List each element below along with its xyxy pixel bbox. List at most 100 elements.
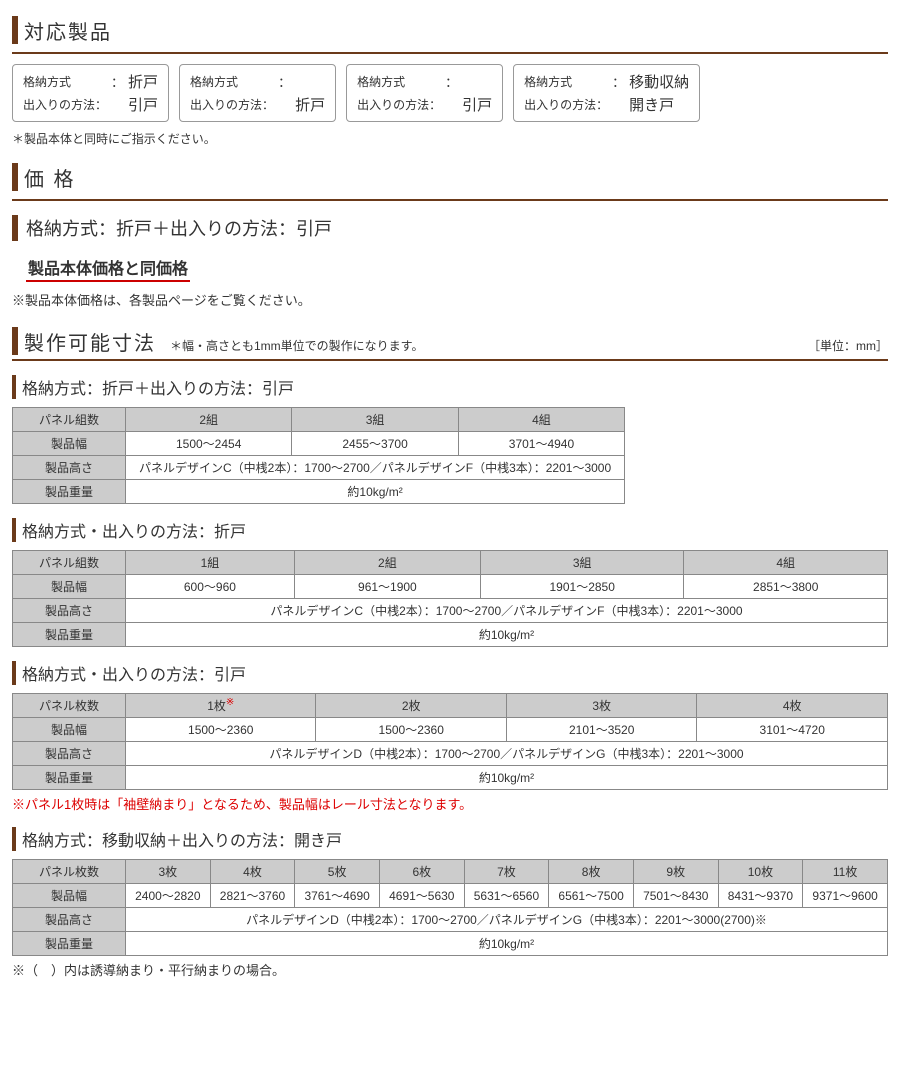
cell: 3701～4940	[458, 432, 624, 456]
table-row: 製品幅 1500～2454 2455～3700 3701～4940	[13, 432, 625, 456]
spec-value: 移動収納	[629, 71, 689, 92]
table-row: 製品重量 約10kg/m²	[13, 766, 888, 790]
col-header: 10枚	[718, 860, 803, 884]
row-header: 製品幅	[13, 718, 126, 742]
col-header: 3枚	[126, 860, 211, 884]
row-header: 製品幅	[13, 432, 126, 456]
dimensions-table-4: パネル枚数 3枚 4枚 5枚 6枚 7枚 8枚 9枚 10枚 11枚 製品幅 2…	[12, 859, 888, 956]
col-header: 2組	[126, 408, 292, 432]
cell: 1500～2360	[316, 718, 506, 742]
section-heading-products: 対応製品	[12, 16, 888, 44]
col-header: 2組	[294, 551, 480, 575]
col-header: 11枚	[803, 860, 888, 884]
heading-rule	[12, 52, 888, 54]
cell-merged: パネルデザインC（中桟2本）：1700～2700／パネルデザインF（中桟3本）：…	[126, 456, 625, 480]
heading-text: 価 格	[24, 163, 76, 192]
spec-label: 出入りの方法：	[357, 96, 441, 113]
cell: 3101～4720	[697, 718, 888, 742]
dimensions-table-1: パネル組数 2組 3組 4組 製品幅 1500～2454 2455～3700 3…	[12, 407, 625, 504]
table-row: 製品幅 2400～2820 2821～3760 3761～4690 4691～5…	[13, 884, 888, 908]
col-header: 4組	[458, 408, 624, 432]
col-header: 9枚	[633, 860, 718, 884]
spec-value: 折戸	[128, 71, 158, 92]
col-header: 3組	[480, 551, 684, 575]
row-header: パネル組数	[13, 408, 126, 432]
colon: ：	[445, 72, 458, 91]
table-row: 製品重量 約10kg/m²	[13, 623, 888, 647]
col-header: 6枚	[379, 860, 464, 884]
cell-merged: 約10kg/m²	[126, 932, 888, 956]
col-header: 2枚	[316, 694, 506, 718]
cell: 4691～5630	[379, 884, 464, 908]
table-row: パネル枚数 1枚※ 2枚 3枚 4枚	[13, 694, 888, 718]
cell: 6561～7500	[549, 884, 634, 908]
dimensions-table-2: パネル組数 1組 2組 3組 4組 製品幅 600～960 961～1900 1…	[12, 550, 888, 647]
cell: 3761～4690	[295, 884, 380, 908]
col-header: 7枚	[464, 860, 549, 884]
price-highlight: 製品本体価格と同価格	[26, 255, 190, 282]
table-row: パネル組数 2組 3組 4組	[13, 408, 625, 432]
spec-box-3: 格納方式： 出入りの方法：引戸	[346, 64, 503, 122]
table-row: 製品幅 600～960 961～1900 1901～2850 2851～3800	[13, 575, 888, 599]
heading-text: 製作可能寸法	[24, 327, 156, 356]
cell: 1901～2850	[480, 575, 684, 599]
col-header: 4組	[684, 551, 888, 575]
row-header: 製品高さ	[13, 456, 126, 480]
section-heading-dimensions: 製作可能寸法	[12, 327, 156, 355]
table-heading: 格納方式：移動収納＋出入りの方法：開き戸	[12, 827, 888, 851]
spec-label: 出入りの方法：	[23, 96, 107, 113]
spec-label: 格納方式	[190, 73, 274, 90]
cell-merged: パネルデザインC（中桟2本）：1700～2700／パネルデザインF（中桟3本）：…	[126, 599, 888, 623]
spec-box-4: 格納方式：移動収納 出入りの方法：開き戸	[513, 64, 700, 122]
colon: ：	[612, 72, 625, 91]
col-header: 5枚	[295, 860, 380, 884]
col-header: 3組	[292, 408, 458, 432]
cell-merged: 約10kg/m²	[126, 480, 625, 504]
table-row: 製品高さ パネルデザインC（中桟2本）：1700～2700／パネルデザインF（中…	[13, 456, 625, 480]
row-header: 製品高さ	[13, 908, 126, 932]
cell: 2851～3800	[684, 575, 888, 599]
row-header: 製品幅	[13, 884, 126, 908]
table-row: 製品高さ パネルデザインD（中桟2本）：1700～2700／パネルデザインG（中…	[13, 908, 888, 932]
cell: 2821～3760	[210, 884, 295, 908]
spec-label: 出入りの方法：	[524, 96, 608, 113]
spec-box-1: 格納方式：折戸 出入りの方法：引戸	[12, 64, 169, 122]
cell: 5631～6560	[464, 884, 549, 908]
note-red: ※パネル1枚時は「袖壁納まり」となるため、製品幅はレール寸法となります。	[12, 794, 888, 813]
note-text: ※製品本体価格は、各製品ページをご覧ください。	[12, 290, 888, 309]
unit-label: ［単位：mm］	[808, 337, 888, 354]
cell: 2455～3700	[292, 432, 458, 456]
cell: 7501～8430	[633, 884, 718, 908]
cell-merged: 約10kg/m²	[126, 766, 888, 790]
heading-rule	[12, 199, 888, 201]
cell: 600～960	[126, 575, 295, 599]
table-row: パネル組数 1組 2組 3組 4組	[13, 551, 888, 575]
dimensions-table-3: パネル枚数 1枚※ 2枚 3枚 4枚 製品幅 1500～2360 1500～23…	[12, 693, 888, 790]
table-heading: 格納方式：折戸＋出入りの方法：引戸	[12, 375, 888, 399]
col-header: 3枚	[506, 694, 696, 718]
cell: 9371～9600	[803, 884, 888, 908]
row-header: 製品重量	[13, 623, 126, 647]
heading-text: 対応製品	[24, 16, 112, 45]
note-text: ※（ ）内は誘導納まり・平行納まりの場合。	[12, 960, 888, 979]
col-header: 1組	[126, 551, 295, 575]
cell-merged: パネルデザインD（中桟2本）：1700～2700／パネルデザインG（中桟3本）：…	[126, 742, 888, 766]
spec-label: 格納方式	[23, 73, 107, 90]
cell: 8431～9370	[718, 884, 803, 908]
sub-heading: 格納方式：折戸＋出入りの方法：引戸	[12, 215, 888, 241]
cell: 1500～2360	[126, 718, 316, 742]
spec-label: 格納方式	[357, 73, 441, 90]
sub-note: ＊幅・高さとも1mm単位での製作になります。	[170, 337, 423, 354]
table-row: 製品重量 約10kg/m²	[13, 932, 888, 956]
spec-box-2: 格納方式： 出入りの方法：折戸	[179, 64, 336, 122]
row-header: 製品重量	[13, 932, 126, 956]
row-header: パネル枚数	[13, 860, 126, 884]
cell: 2101～3520	[506, 718, 696, 742]
table-row: 製品幅 1500～2360 1500～2360 2101～3520 3101～4…	[13, 718, 888, 742]
cell: 2400～2820	[126, 884, 211, 908]
spec-value: 開き戸	[629, 94, 689, 115]
spec-label: 出入りの方法：	[190, 96, 274, 113]
table-heading: 格納方式・出入りの方法：引戸	[12, 661, 888, 685]
row-header: 製品幅	[13, 575, 126, 599]
row-header: パネル枚数	[13, 694, 126, 718]
